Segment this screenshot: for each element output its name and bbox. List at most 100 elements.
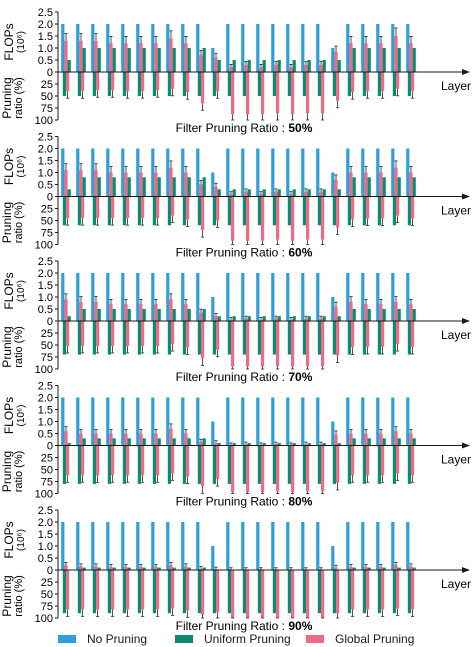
bar-global-pruning-ratio [126, 321, 130, 346]
bar-uniform-pruning-flops [412, 567, 416, 570]
bar-uniform-pruning-flops [202, 438, 206, 446]
bar-global-pruning-flops [109, 172, 113, 197]
y-tick-label: 1.5 [38, 280, 53, 292]
bar-uniform-pruning-ratio [242, 321, 246, 355]
bar-uniform-pruning-ratio [302, 570, 306, 614]
y-tick-label: 1.0 [38, 292, 53, 304]
bar-no-pruning [136, 522, 140, 570]
bar-global-pruning-ratio [66, 570, 70, 610]
bar-global-pruning-ratio [381, 570, 385, 610]
bar-uniform-pruning-ratio [257, 445, 261, 484]
bar-uniform-pruning-ratio [182, 196, 186, 226]
bar-global-pruning-ratio [351, 321, 355, 348]
panel-title: Filter Pruning Ratio : 80% [176, 495, 313, 509]
bar-global-pruning-ratio [81, 196, 85, 219]
bar-uniform-pruning-ratio [77, 321, 81, 355]
bar-global-pruning-ratio [261, 196, 265, 241]
bar-uniform-pruning-ratio [287, 196, 291, 226]
bar-uniform-pruning-ratio [212, 321, 216, 355]
bar-global-pruning-ratio [231, 72, 235, 115]
bar-global-pruning-ratio [276, 72, 280, 114]
bar-global-pruning-flops [79, 170, 83, 197]
y-tick-label: 0.5 [38, 55, 53, 67]
bar-uniform-pruning-flops [337, 60, 341, 72]
bar-no-pruning [406, 24, 410, 72]
bar-no-pruning [121, 273, 125, 321]
bar-global-pruning-ratio [201, 72, 205, 104]
bar-global-pruning-ratio [306, 321, 310, 367]
bar-uniform-pruning-flops [97, 177, 101, 197]
bar-uniform-pruning-flops [202, 177, 206, 197]
bar-global-pruning-ratio [261, 570, 265, 618]
bar-uniform-pruning-ratio [167, 72, 171, 96]
bar-uniform-pruning-flops [112, 177, 116, 197]
bar-global-pruning-ratio [411, 321, 415, 347]
bar-uniform-pruning-flops [112, 567, 116, 570]
bar-global-pruning-ratio [171, 445, 175, 474]
bar-uniform-pruning-ratio [77, 196, 81, 226]
bar-no-pruning [331, 297, 335, 321]
bar-no-pruning [151, 273, 155, 321]
bar-no-pruning [151, 24, 155, 72]
bar-uniform-pruning-flops [157, 309, 161, 321]
bar-uniform-pruning-ratio [377, 570, 381, 614]
bar-uniform-pruning-flops [307, 316, 311, 321]
bar-global-pruning-flops [169, 565, 173, 570]
lower-y-axis-label: Pruning [0, 77, 14, 118]
bar-uniform-pruning-flops [157, 438, 161, 446]
bar-global-pruning-ratio [96, 321, 100, 346]
bar-uniform-pruning-flops [232, 316, 236, 321]
bar-uniform-pruning-ratio [362, 196, 366, 226]
bar-uniform-pruning-ratio [227, 570, 231, 614]
bar-global-pruning-flops [184, 566, 188, 570]
bar-no-pruning [241, 397, 245, 446]
bar-global-pruning-ratio [111, 72, 115, 91]
y-tick-label: 25 [41, 577, 53, 589]
y-tick-label: 0.5 [38, 180, 53, 192]
bar-no-pruning [346, 522, 350, 570]
bar-uniform-pruning-ratio [137, 321, 141, 355]
bar-uniform-pruning-flops [172, 48, 176, 72]
bar-global-pruning-ratio [246, 445, 250, 493]
legend-swatch-uniform-pruning [175, 634, 193, 643]
bar-no-pruning [136, 273, 140, 321]
bar-uniform-pruning-ratio [197, 445, 201, 484]
bar-no-pruning [406, 148, 410, 197]
lower-y-axis-unit: ratio (%) [13, 451, 25, 493]
chart-legend: No Pruning Uniform Pruning Global Prunin… [0, 630, 474, 647]
upper-y-axis-label: FLOPs [2, 521, 16, 558]
bar-global-pruning-flops [79, 433, 83, 446]
lower-y-axis-unit: ratio (%) [13, 326, 25, 368]
bar-uniform-pruning-ratio [362, 321, 366, 355]
bar-global-pruning-ratio [66, 196, 70, 219]
bar-global-pruning-ratio [366, 570, 370, 610]
bar-global-pruning-flops [199, 184, 203, 197]
bar-uniform-pruning-ratio [62, 72, 66, 96]
bar-uniform-pruning-flops [127, 48, 131, 72]
bar-uniform-pruning-flops [337, 189, 341, 197]
bar-global-pruning-flops [109, 433, 113, 446]
y-tick-label: 1.5 [38, 529, 53, 541]
y-tick-label: 0 [47, 67, 53, 79]
bar-uniform-pruning-flops [142, 309, 146, 321]
bar-uniform-pruning-ratio [152, 196, 156, 226]
panel-title: Filter Pruning Ratio : 60% [176, 246, 313, 260]
bar-uniform-pruning-flops [97, 438, 101, 446]
bar-no-pruning [346, 397, 350, 446]
bar-uniform-pruning-ratio [392, 570, 396, 614]
bar-uniform-pruning-flops [82, 567, 86, 570]
bar-global-pruning-flops [154, 172, 158, 197]
bar-uniform-pruning-flops [217, 189, 221, 197]
lower-y-axis-label: Pruning [0, 326, 14, 367]
bar-uniform-pruning-flops [292, 189, 296, 197]
bar-uniform-pruning-ratio [272, 570, 276, 614]
bar-uniform-pruning-flops [232, 60, 236, 72]
bar-global-pruning-flops [334, 434, 338, 446]
bar-uniform-pruning-flops [292, 316, 296, 321]
bar-global-pruning-ratio [156, 196, 160, 219]
bar-global-pruning-flops [214, 316, 218, 321]
bar-global-pruning-ratio [351, 72, 355, 93]
bar-global-pruning-ratio [111, 321, 115, 346]
bar-uniform-pruning-flops [172, 438, 176, 446]
